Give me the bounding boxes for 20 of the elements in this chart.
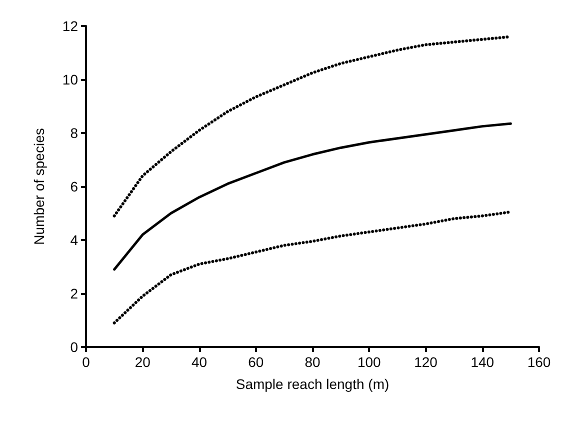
y-tick-label: 6 [70, 178, 78, 194]
y-tick-label: 2 [70, 286, 78, 302]
x-tick-label: 160 [527, 354, 551, 370]
y-tick-label: 8 [70, 125, 78, 141]
x-tick-label: 120 [414, 354, 438, 370]
x-tick-label: 0 [82, 354, 90, 370]
line-series [112, 210, 512, 324]
x-tick-label: 60 [248, 354, 264, 370]
y-tick-label: 4 [70, 232, 78, 248]
y-tick-label: 0 [70, 339, 78, 355]
y-tick-label: 10 [62, 72, 78, 88]
x-tick-label: 100 [357, 354, 382, 370]
line-series [113, 122, 512, 271]
x-tick-label: 140 [470, 354, 494, 370]
x-axis-title: Sample reach length (m) [236, 376, 390, 392]
x-tick-label: 80 [304, 354, 320, 370]
y-tick-label: 12 [62, 18, 78, 34]
x-tick-label: 20 [134, 354, 151, 370]
x-tick-label: 40 [191, 354, 208, 370]
y-axis-title: Number of species [31, 128, 47, 245]
